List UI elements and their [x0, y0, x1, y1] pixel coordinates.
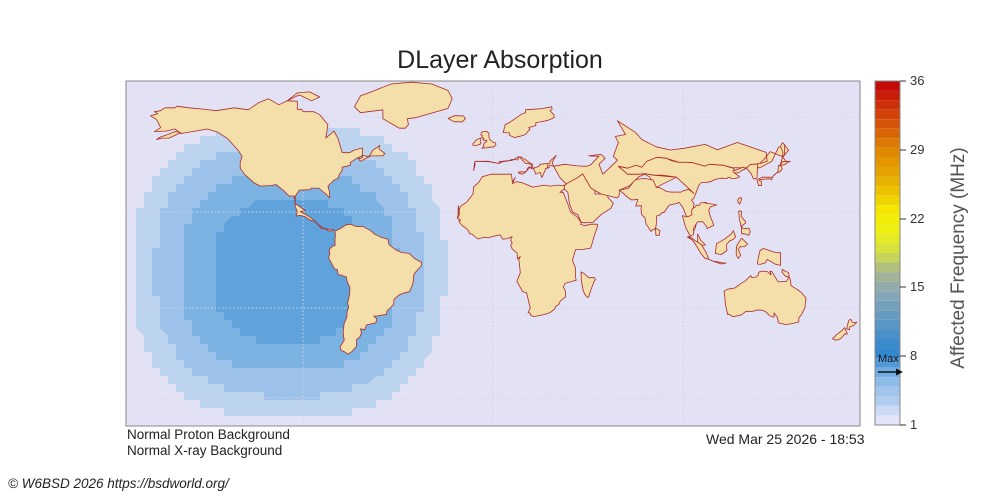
svg-text:Affected Frequency (MHz): Affected Frequency (MHz): [948, 147, 969, 368]
svg-text:1: 1: [910, 417, 917, 432]
svg-text:29: 29: [910, 142, 924, 157]
svg-text:Normal X-ray Background: Normal X-ray Background: [127, 443, 282, 458]
svg-text:© W6BSD 2026 https://bsdworld.: © W6BSD 2026 https://bsdworld.org/: [8, 476, 230, 491]
svg-text:15: 15: [910, 279, 924, 294]
svg-text:8: 8: [910, 348, 917, 363]
svg-text:Wed Mar 25 2026 - 18:53: Wed Mar 25 2026 - 18:53: [706, 431, 865, 447]
svg-text:Max: Max: [878, 353, 899, 365]
svg-text:22: 22: [910, 211, 924, 226]
svg-text:36: 36: [910, 73, 924, 88]
svg-text:Normal Proton Background: Normal Proton Background: [127, 427, 290, 442]
